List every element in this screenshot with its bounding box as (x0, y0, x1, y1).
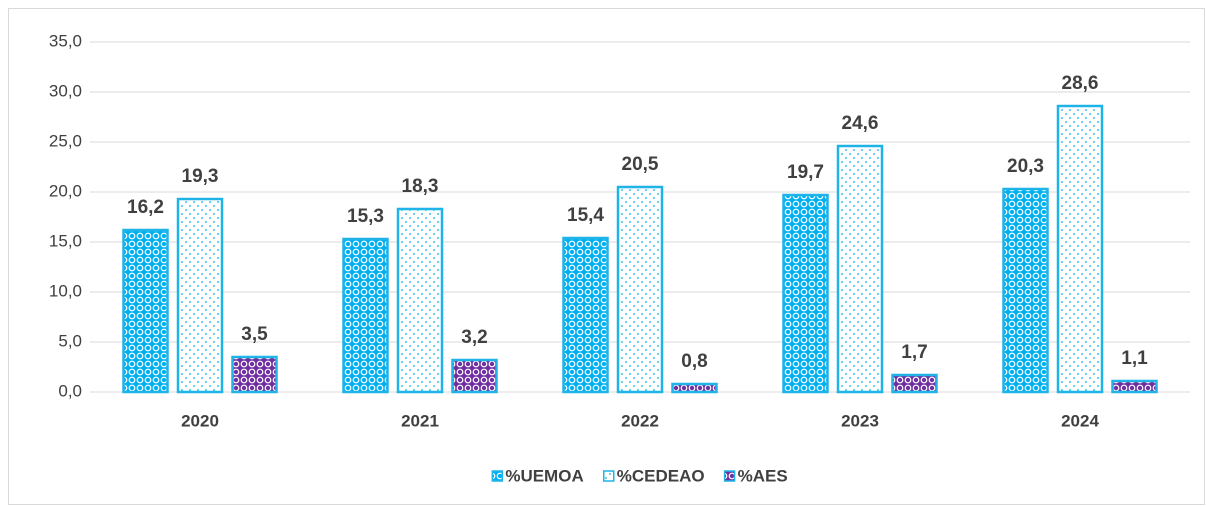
y-tick-label: 25,0 (49, 131, 82, 150)
y-tick-label: 20,0 (49, 181, 82, 200)
value-label: 18,3 (402, 176, 439, 197)
legend-label: %AES (738, 466, 788, 485)
bar (176, 197, 224, 394)
value-label: 3,5 (241, 324, 268, 345)
x-tick-label: 2023 (841, 411, 879, 430)
legend-swatch (723, 470, 736, 482)
bar (836, 144, 884, 394)
value-label: 3,2 (461, 327, 487, 348)
bar (1002, 187, 1049, 394)
bar (891, 373, 938, 394)
bar (342, 237, 389, 394)
y-tick-label: 0,0 (58, 381, 82, 400)
bar (616, 185, 664, 394)
value-label: 24,6 (842, 113, 879, 134)
legend-label: %UEMOA (505, 466, 583, 485)
value-label: 19,7 (787, 162, 824, 183)
bar (562, 236, 609, 394)
bar (451, 358, 498, 394)
value-label: 20,5 (622, 154, 659, 175)
bar (396, 207, 444, 394)
value-label: 15,3 (347, 206, 384, 227)
bar (782, 193, 829, 394)
bar (1111, 379, 1158, 394)
bar (671, 382, 718, 394)
bar (231, 355, 278, 394)
y-tick-label: 10,0 (49, 281, 82, 300)
value-label: 15,4 (567, 205, 604, 226)
legend-swatch (602, 470, 615, 482)
y-tick-label: 30,0 (49, 81, 82, 100)
x-tick-label: 2022 (621, 411, 659, 430)
value-label: 1,1 (1121, 348, 1148, 369)
x-tick-label: 2021 (401, 411, 439, 430)
y-tick-label: 15,0 (49, 231, 82, 250)
y-tick-label: 35,0 (49, 31, 82, 50)
value-label: 0,8 (681, 351, 707, 372)
x-tick-label: 2024 (1061, 411, 1099, 430)
y-tick-label: 5,0 (58, 331, 82, 350)
value-label: 16,2 (127, 197, 164, 218)
x-tick-label: 2020 (181, 411, 219, 430)
bar (1056, 104, 1104, 394)
value-label: 19,3 (182, 166, 219, 187)
bar (122, 228, 169, 394)
value-label: 20,3 (1007, 156, 1044, 177)
value-label: 28,6 (1062, 73, 1099, 94)
legend-swatch (491, 470, 504, 482)
legend-label: %CEDEAO (617, 466, 705, 485)
value-label: 1,7 (901, 342, 927, 363)
